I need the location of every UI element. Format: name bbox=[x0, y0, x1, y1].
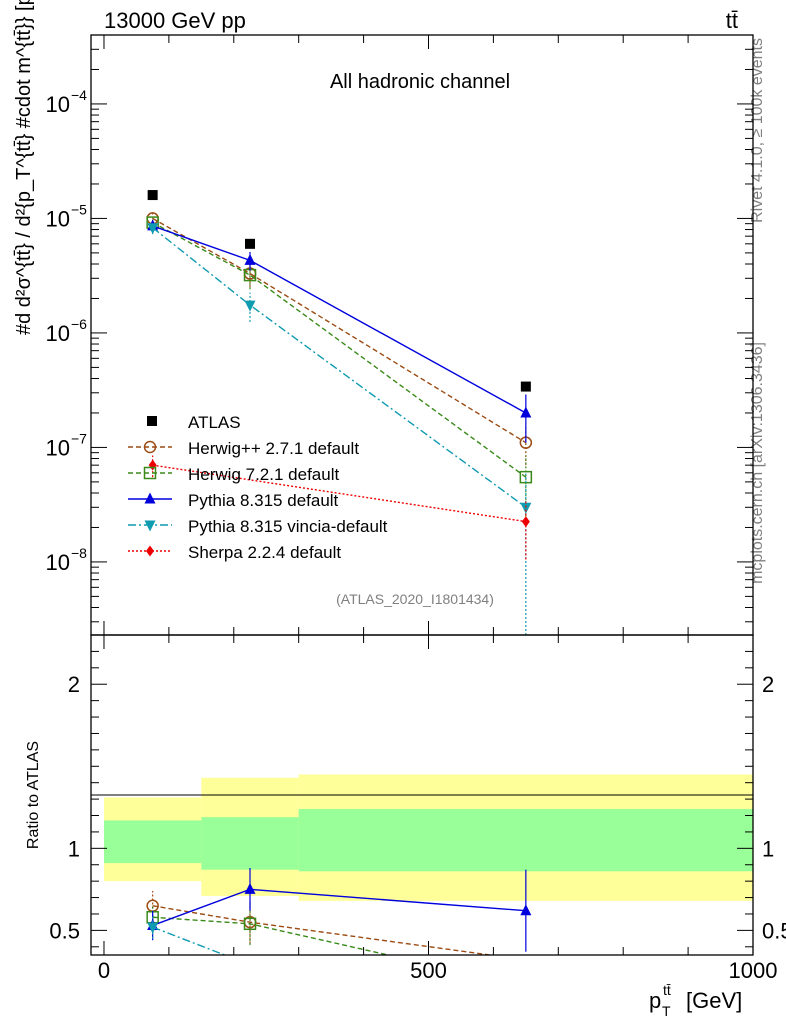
rivet-version-label: Rivet 4.1.0, ≥ 100k events bbox=[749, 38, 766, 223]
series-line bbox=[152, 464, 526, 523]
y-tick-exp: −7 bbox=[71, 430, 87, 446]
lower-panel: 0.5 0.5 1 1 2 2 0 500 1000 Ratio to ATLAS p T tt… bbox=[25, 634, 786, 1019]
legend-marker-atlas bbox=[147, 416, 157, 426]
ratio-point bbox=[520, 904, 532, 916]
x-axis-label-unit: [GeV] bbox=[686, 988, 742, 1013]
atlas-point bbox=[245, 238, 256, 249]
series-line bbox=[152, 225, 527, 414]
inner-band bbox=[103, 820, 202, 864]
legend-marker bbox=[144, 492, 156, 504]
lower-y-axis-label: Ratio to ATLAS bbox=[25, 741, 42, 849]
legend-marker bbox=[146, 545, 154, 557]
x-tick-label: 500 bbox=[410, 958, 447, 983]
series-2 bbox=[147, 219, 532, 443]
ratio-series-0 bbox=[146, 891, 496, 955]
lower-frame bbox=[90, 634, 754, 956]
inner-band bbox=[201, 817, 299, 870]
x-tick-label: 1000 bbox=[729, 958, 778, 983]
ratio-y-tick-label-left: 0.5 bbox=[49, 918, 80, 943]
legend-label: Herwig 7.2.1 default bbox=[188, 465, 339, 484]
atlas-data bbox=[147, 190, 531, 392]
ratio-series-3 bbox=[147, 915, 227, 955]
upper-axis-ticks: 10−810−710−610−510−4 bbox=[46, 34, 754, 635]
x-tick-label: 0 bbox=[98, 958, 110, 983]
data-point bbox=[521, 516, 530, 528]
upper-y-axis-label: #d d²σ^{tt̄} / d²{p_T^{tt̄} #cdot m^{tt̄… bbox=[13, 0, 35, 335]
ratio-point bbox=[243, 917, 257, 931]
ratio-point bbox=[147, 922, 159, 934]
inner-band bbox=[298, 808, 753, 872]
series-line bbox=[152, 221, 527, 478]
legend: ATLAS Herwig++ 2.7.1 default Herwig 7.2.1 … bbox=[128, 413, 388, 562]
legend-marker bbox=[144, 520, 156, 532]
chart-title: All hadronic channel bbox=[330, 71, 510, 93]
data-point bbox=[244, 253, 256, 265]
legend-marker bbox=[143, 466, 157, 480]
ratio-y-tick-label-right: 1 bbox=[762, 836, 774, 861]
atlas-point bbox=[520, 381, 531, 392]
x-axis-label-sup: tt̄ bbox=[663, 982, 671, 998]
legend-label: Pythia 8.315 default bbox=[188, 491, 339, 510]
x-axis-label-base: p bbox=[649, 988, 661, 1013]
y-tick-label: 10 −8 bbox=[46, 545, 88, 575]
y-tick-base: 10 bbox=[46, 206, 70, 231]
y-tick-exp: −5 bbox=[71, 201, 87, 217]
atlas-point bbox=[147, 190, 158, 201]
ratio-y-tick-label-left: 1 bbox=[68, 836, 80, 861]
header-energy-label: 13000 GeV pp bbox=[104, 8, 246, 33]
upper-panel: 10−810−710−610−510−4 All hadronic channe… bbox=[13, 0, 754, 636]
y-tick-label: 10 −5 bbox=[46, 201, 88, 231]
x-axis-label: p T tt̄ [GeV] bbox=[649, 982, 742, 1019]
y-tick-exp: −4 bbox=[71, 87, 87, 103]
analysis-tag: (ATLAS_2020_I1801434) bbox=[336, 591, 494, 607]
y-tick-base: 10 bbox=[46, 435, 70, 460]
ratio-uncertainty-bands bbox=[103, 774, 753, 901]
legend-label-atlas: ATLAS bbox=[188, 413, 241, 432]
y-tick-base: 10 bbox=[46, 92, 70, 117]
ratio-point bbox=[244, 882, 256, 894]
y-tick-label: 10 −4 bbox=[46, 87, 88, 117]
ratio-line bbox=[152, 926, 227, 955]
data-point bbox=[244, 300, 256, 312]
y-tick-label: 10 −7 bbox=[46, 430, 88, 460]
legend-marker bbox=[143, 440, 157, 454]
header-process-label: tt̄ bbox=[726, 8, 738, 33]
ratio-y-tick-label-left: 2 bbox=[68, 672, 80, 697]
data-point bbox=[520, 502, 532, 514]
data-point bbox=[147, 223, 159, 235]
data-point bbox=[520, 406, 532, 418]
ratio-y-tick-label-right: 0.5 bbox=[762, 918, 786, 943]
ratio-y-tick-label-right: 2 bbox=[762, 672, 774, 697]
y-tick-exp: −6 bbox=[71, 316, 87, 332]
x-axis-label-sub: T bbox=[662, 1003, 671, 1019]
legend-label: Pythia 8.315 vincia-default bbox=[188, 517, 388, 536]
legend-label: Sherpa 2.2.4 default bbox=[188, 543, 341, 562]
y-tick-label: 10 −6 bbox=[46, 316, 88, 346]
lower-axis-ticks: 0.5 0.5 1 1 2 2 0 500 1000 bbox=[49, 635, 786, 983]
upper-series-layer bbox=[146, 190, 533, 635]
y-tick-base: 10 bbox=[46, 550, 70, 575]
series-line bbox=[152, 217, 527, 444]
y-tick-base: 10 bbox=[46, 321, 70, 346]
legend-label: Herwig++ 2.7.1 default bbox=[188, 439, 359, 458]
y-tick-exp: −8 bbox=[71, 545, 87, 561]
lower-series-layer bbox=[146, 868, 532, 955]
ratio-line bbox=[152, 905, 496, 955]
